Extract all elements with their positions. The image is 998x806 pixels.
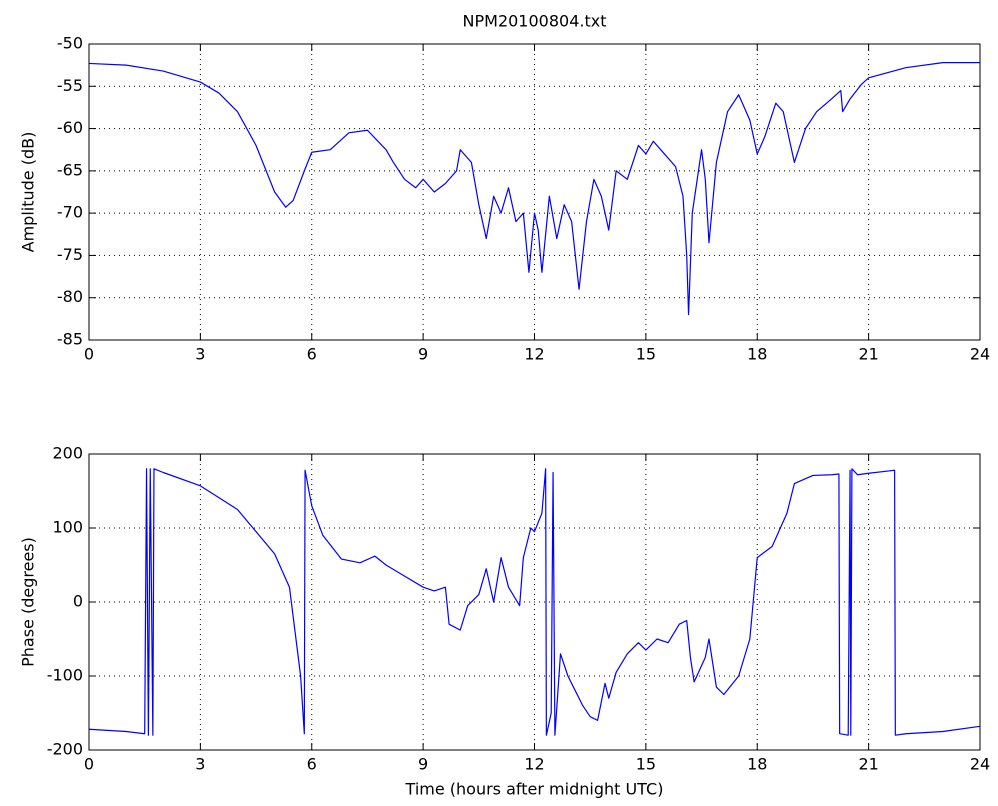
x-tick-label: 6 (307, 345, 317, 364)
x-tick-label: 3 (195, 755, 205, 774)
y-tick-label: -65 (57, 160, 83, 179)
x-tick-label: 3 (195, 345, 205, 364)
x-tick-label: 12 (524, 345, 544, 364)
data-line (88, 62, 980, 316)
y-tick-label: -75 (57, 245, 83, 264)
x-tick-label: 21 (858, 345, 878, 364)
x-tick-label: 24 (970, 755, 990, 774)
y-tick-label: -60 (57, 118, 83, 137)
y-axis-label: Amplitude (dB) (19, 132, 38, 253)
y-tick-label: -200 (47, 740, 83, 759)
x-tick-label: 9 (418, 755, 428, 774)
y-axis-label: Phase (degrees) (19, 537, 38, 667)
chart-title: NPM20100804.txt (463, 12, 607, 31)
plot-background (89, 44, 980, 340)
x-tick-label: 15 (636, 345, 656, 364)
x-tick-label: 12 (524, 755, 544, 774)
plot-frame (88, 43, 981, 341)
y-tick-label: -100 (47, 666, 83, 685)
y-tick-label: -85 (57, 330, 83, 349)
y-tick-label: 0 (73, 592, 83, 611)
y-tick-label: -55 (57, 76, 83, 95)
y-tick-label: -80 (57, 287, 83, 306)
x-tick-label: 0 (84, 345, 94, 364)
x-tick-label: 6 (307, 755, 317, 774)
x-tick-label: 24 (970, 345, 990, 364)
plot-frame (88, 453, 981, 751)
y-tick-label: 200 (52, 444, 83, 463)
x-tick-label: 21 (858, 755, 878, 774)
y-tick-label: 100 (52, 518, 83, 537)
y-tick-label: -50 (57, 34, 83, 53)
data-line (88, 468, 981, 736)
x-tick-label: 15 (636, 755, 656, 774)
x-tick-label: 9 (418, 345, 428, 364)
x-tick-label: 18 (747, 755, 767, 774)
x-tick-label: 18 (747, 345, 767, 364)
x-tick-label: 0 (84, 755, 94, 774)
x-axis-label: Time (hours after midnight UTC) (405, 780, 664, 799)
y-tick-label: -70 (57, 203, 83, 222)
